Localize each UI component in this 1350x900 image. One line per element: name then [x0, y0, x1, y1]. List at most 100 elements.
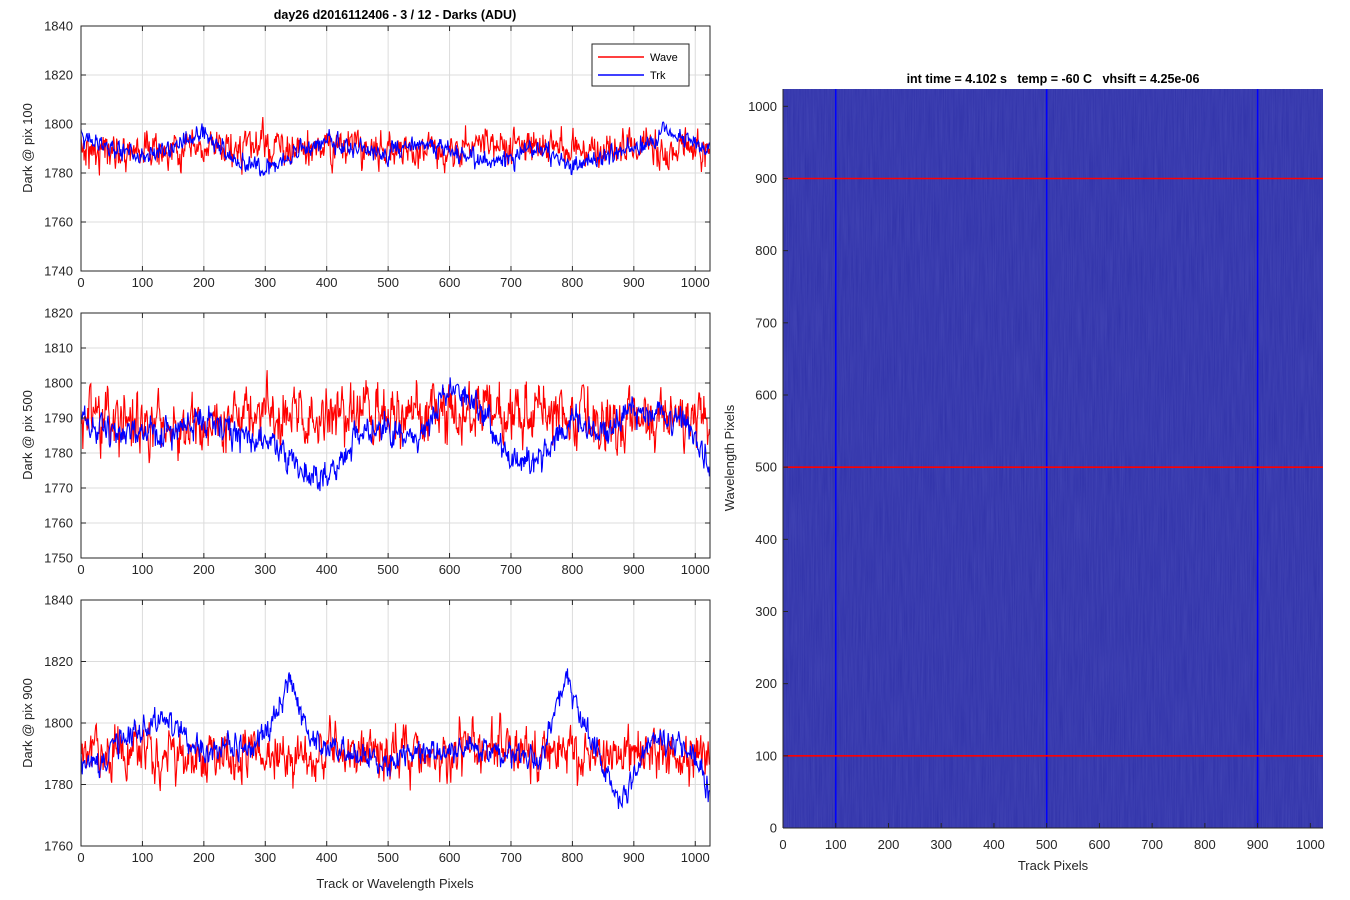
dark-pix-100-panel: 0 100 200 300 400 500 600 700 800 900 1000 1740 1760… [20, 8, 711, 290]
x-tick-label: 0 [77, 275, 84, 290]
y-tick-label: 1790 [44, 411, 73, 426]
y-tick-label: 200 [755, 676, 777, 691]
y-tick-label: 1810 [44, 341, 73, 356]
x-tick-label: 1000 [681, 275, 710, 290]
x-tick-label: 1000 [681, 850, 710, 865]
x-tick-label: 1000 [1296, 837, 1325, 852]
grid [81, 313, 710, 558]
x-tick-label: 900 [623, 562, 645, 577]
y-tick-label: 700 [755, 315, 777, 330]
series-group [81, 668, 710, 809]
series-group [81, 117, 710, 177]
chart-title: day26 d2016112406 - 3 / 12 - Darks (ADU) [274, 8, 517, 22]
x-tick-label: 700 [1141, 837, 1163, 852]
y-axis-label: Dark @ pix 100 [20, 103, 35, 193]
x-tick-label: 100 [132, 562, 154, 577]
y-tick-label: 1820 [44, 654, 73, 669]
axes-box [80, 312, 711, 559]
x-tick-label: 300 [254, 850, 276, 865]
y-tick-label: 1840 [44, 593, 73, 608]
y-tick-label: 1000 [748, 99, 777, 114]
legend-box [591, 43, 690, 87]
y-tick-label: 1800 [44, 376, 73, 391]
x-tick-label: 800 [562, 275, 584, 290]
series-line-trk [81, 377, 710, 492]
x-tick-label: 700 [500, 275, 522, 290]
series-line-trk [81, 121, 710, 177]
x-tick-label: 0 [77, 562, 84, 577]
x-tick-label: 0 [77, 850, 84, 865]
y-axis-label: Dark @ pix 900 [20, 678, 35, 768]
y-tick-label: 1760 [44, 516, 73, 531]
x-tick-label: 400 [316, 562, 338, 577]
x-tick-label: 800 [562, 562, 584, 577]
dark-pix-500-panel: 0 100 200 300 400 500 600 700 800 900 1000 1750 1760… [20, 306, 711, 577]
y-tick-label: 0 [770, 821, 777, 836]
y-axis-label: Wavelength Pixels [722, 404, 737, 511]
y-tick-label: 1800 [44, 117, 73, 132]
ticks: 0 100 200 300 400 500 600 700 800 900 1000 1750 1760… [44, 306, 710, 577]
series-line-wave [81, 370, 710, 464]
x-axis-label: Track or Wavelength Pixels [316, 876, 474, 891]
x-tick-label: 600 [439, 275, 461, 290]
x-axis-label: Track Pixels [1018, 858, 1089, 873]
x-tick-label: 700 [500, 850, 522, 865]
x-tick-label: 200 [878, 837, 900, 852]
x-tick-label: 600 [1089, 837, 1111, 852]
ticks: 0 100 200 300 400 500 600 700 800 900 1000 0 100 200 3… [748, 99, 1325, 852]
legend-trk-label: Trk [650, 70, 666, 82]
y-tick-label: 1740 [44, 264, 73, 279]
y-tick-label: 500 [755, 460, 777, 475]
x-tick-label: 600 [439, 850, 461, 865]
heatmap-marker-lines [783, 89, 1323, 828]
y-tick-label: 600 [755, 387, 777, 402]
x-tick-label: 500 [377, 562, 399, 577]
x-tick-label: 600 [439, 562, 461, 577]
x-tick-label: 900 [1247, 837, 1269, 852]
x-tick-label: 0 [779, 837, 786, 852]
dark-image-panel: 0 100 200 300 400 500 600 700 800 900 1000 0 100 200 3… [722, 72, 1325, 873]
x-tick-label: 500 [377, 850, 399, 865]
legend-wave-label: Wave [650, 52, 678, 64]
grid [81, 600, 710, 846]
x-tick-label: 500 [377, 275, 399, 290]
ticks: 0 100 200 300 400 500 600 700 800 900 1000 1760 1780… [44, 593, 710, 865]
y-tick-label: 1760 [44, 215, 73, 230]
y-tick-label: 1780 [44, 777, 73, 792]
series-group [81, 370, 710, 492]
x-tick-label: 300 [254, 275, 276, 290]
y-tick-label: 1760 [44, 839, 73, 854]
y-axis-label: Dark @ pix 500 [20, 390, 35, 480]
y-tick-label: 1750 [44, 551, 73, 566]
x-tick-label: 100 [132, 275, 154, 290]
x-tick-label: 300 [254, 562, 276, 577]
heatmap-texture [783, 89, 1323, 828]
x-tick-label: 1000 [681, 562, 710, 577]
x-tick-label: 300 [930, 837, 952, 852]
dark-pix-900-panel: 0 100 200 300 400 500 600 700 800 900 1000 1760 1780… [20, 593, 711, 891]
y-tick-label: 300 [755, 604, 777, 619]
x-tick-label: 800 [1194, 837, 1216, 852]
x-tick-label: 400 [983, 837, 1005, 852]
legend: Wave Trk [591, 43, 690, 87]
y-tick-label: 1820 [44, 306, 73, 321]
x-tick-label: 700 [500, 562, 522, 577]
x-tick-label: 200 [193, 850, 215, 865]
x-tick-label: 400 [316, 850, 338, 865]
x-tick-label: 800 [562, 850, 584, 865]
y-tick-label: 1800 [44, 716, 73, 731]
x-tick-label: 900 [623, 275, 645, 290]
y-tick-label: 1820 [44, 68, 73, 83]
x-tick-label: 100 [132, 850, 154, 865]
y-tick-label: 800 [755, 243, 777, 258]
ticks: 0 100 200 300 400 500 600 700 800 900 1000 1740 1760… [44, 19, 710, 290]
y-tick-label: 1780 [44, 166, 73, 181]
heatmap-title: int time = 4.102 s temp = -60 C vhsift =… [907, 72, 1200, 86]
x-tick-label: 900 [623, 850, 645, 865]
x-tick-label: 200 [193, 275, 215, 290]
y-tick-label: 900 [755, 171, 777, 186]
x-tick-label: 400 [316, 275, 338, 290]
x-tick-label: 100 [825, 837, 847, 852]
series-line-trk [81, 668, 710, 809]
